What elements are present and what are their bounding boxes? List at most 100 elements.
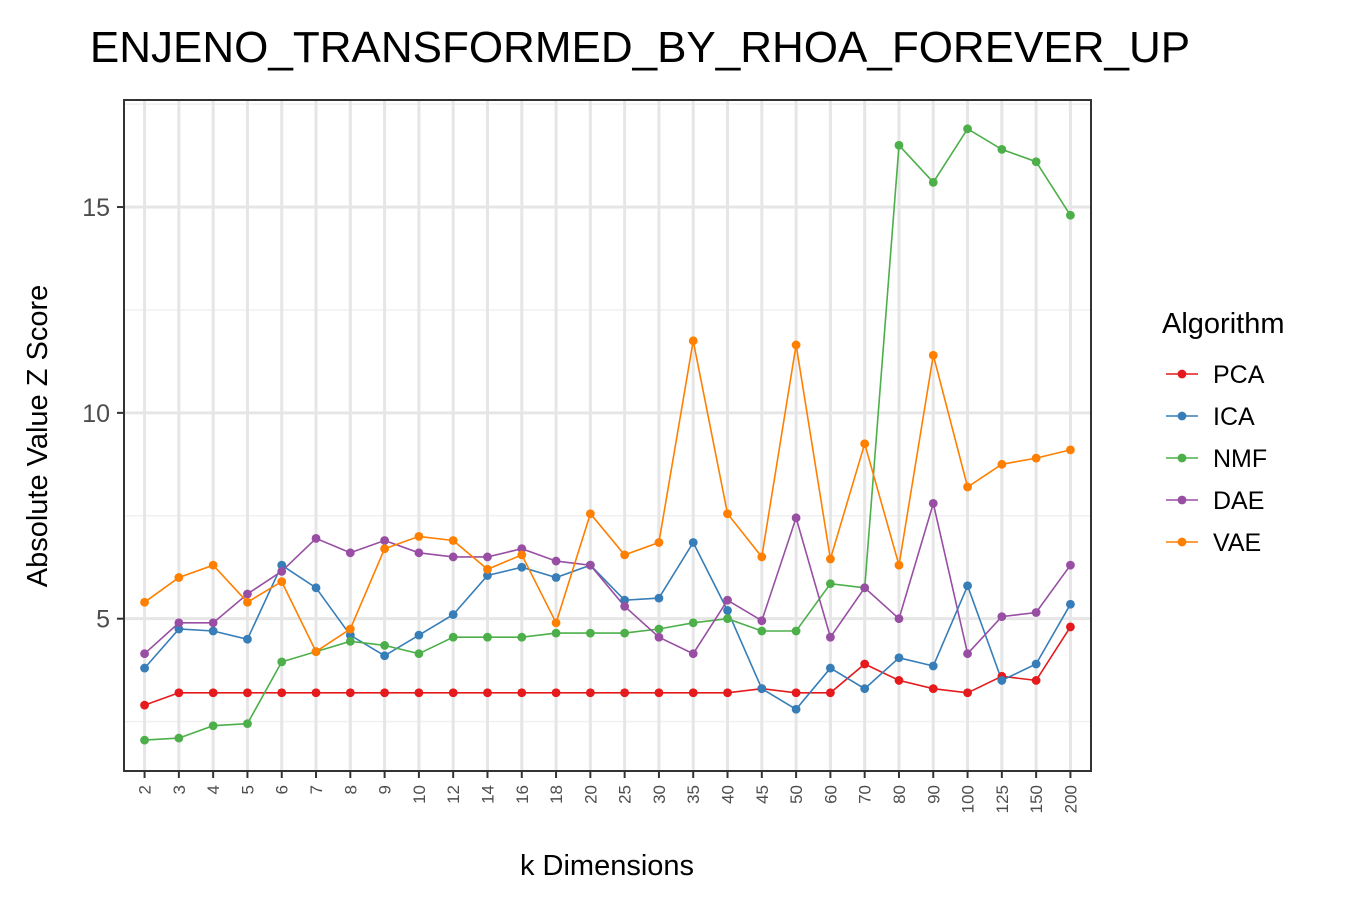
data-point-nmf — [1031, 157, 1041, 167]
data-point-ica — [997, 676, 1007, 685]
data-point-vae — [483, 564, 492, 574]
data-point-ica — [345, 630, 355, 640]
data-point-pca — [963, 688, 972, 698]
data-point-ica — [791, 704, 801, 714]
data-point-ica — [1031, 659, 1041, 669]
data-point-vae — [277, 577, 287, 587]
data-point-nmf — [551, 628, 561, 638]
data-point-dae — [757, 616, 767, 626]
data-point-vae — [654, 538, 664, 547]
x-tick-label: 2 — [136, 785, 155, 794]
data-point-pca — [517, 688, 527, 698]
data-point-dae — [311, 534, 321, 543]
data-point-vae — [517, 550, 527, 560]
data-point-pca — [791, 688, 801, 698]
data-point-ica — [517, 562, 527, 572]
y-axis: 5 10 15 — [82, 194, 124, 634]
legend: Algorithm PCA ICA NMF DAE VAE — [1162, 308, 1285, 557]
series-line-nmf — [144, 127, 1072, 741]
series-lines — [143, 127, 1072, 741]
x-tick-label: 60 — [821, 785, 840, 804]
data-point-ica — [483, 571, 492, 580]
data-point-ica — [140, 663, 149, 673]
legend-label-nmf: NMF — [1213, 445, 1267, 473]
data-point-nmf — [414, 649, 424, 659]
x-axis: 2 3 4 5 6 7 8 9 10 12 14 16 18 20 25 30 35 40 45 50 60 70 80 90… — [136, 771, 1080, 813]
legend-swatch-point-dae — [1177, 495, 1187, 505]
data-point-nmf — [448, 632, 458, 642]
x-tick-label: 12 — [444, 785, 463, 804]
data-point-pca — [723, 688, 732, 698]
data-point-vae — [688, 336, 698, 346]
data-point-vae — [414, 531, 424, 541]
data-point-ica — [688, 538, 698, 547]
data-point-ica — [311, 583, 321, 593]
data-point-nmf — [894, 140, 904, 150]
x-tick-label: 200 — [1061, 785, 1080, 813]
data-point-dae — [140, 649, 149, 659]
data-point-pca — [825, 688, 835, 698]
chart-title: ENJENO_TRANSFORMED_BY_RHOA_FOREVER_UP — [90, 23, 1190, 72]
data-point-nmf — [345, 636, 355, 646]
data-point-pca — [688, 688, 698, 698]
data-point-pca — [311, 688, 321, 698]
data-point-vae — [345, 624, 355, 634]
data-point-nmf — [243, 719, 252, 729]
x-tick-label: 80 — [890, 785, 909, 804]
x-tick-label: 90 — [924, 785, 943, 804]
data-point-nmf — [723, 614, 732, 624]
data-point-ica — [654, 593, 664, 603]
data-point-dae — [208, 618, 218, 628]
x-tick-label: 50 — [787, 785, 806, 804]
y-axis-label: Absolute Value Z Score — [22, 285, 54, 588]
data-point-vae — [963, 482, 972, 492]
data-point-pca — [345, 688, 355, 698]
data-point-ica — [757, 684, 767, 694]
data-point-nmf — [380, 641, 390, 650]
data-point-vae — [894, 560, 904, 570]
data-point-nmf — [517, 632, 527, 642]
data-point-vae — [997, 459, 1007, 469]
data-point-dae — [928, 499, 938, 508]
data-point-nmf — [140, 735, 149, 745]
data-point-nmf — [688, 618, 698, 628]
data-point-ica — [208, 626, 218, 636]
data-point-dae — [345, 548, 355, 558]
data-point-pca — [174, 688, 184, 698]
data-point-dae — [894, 614, 904, 624]
data-point-vae — [791, 340, 801, 350]
x-tick-label: 70 — [856, 785, 875, 804]
data-point-dae — [585, 560, 595, 570]
data-point-nmf — [997, 144, 1007, 154]
data-point-dae — [654, 632, 664, 642]
data-point-pca — [414, 688, 424, 698]
x-tick-label: 125 — [993, 785, 1012, 813]
data-point-pca — [140, 700, 149, 710]
gridlines — [124, 100, 1091, 771]
data-point-pca — [620, 688, 630, 698]
data-point-vae — [928, 350, 938, 360]
data-point-pca — [585, 688, 595, 698]
series-line-ica — [143, 540, 1072, 711]
data-point-dae — [997, 612, 1007, 622]
y-tick-label: 10 — [82, 400, 110, 428]
x-tick-label: 150 — [1027, 785, 1046, 813]
data-point-vae — [174, 573, 184, 582]
data-point-vae — [1031, 453, 1041, 463]
data-point-dae — [860, 583, 870, 593]
x-tick-label: 6 — [273, 785, 292, 794]
data-point-dae — [1031, 608, 1041, 617]
y-tick-label: 15 — [82, 194, 110, 222]
panel-frame — [123, 99, 1092, 772]
data-point-dae — [963, 649, 972, 659]
panel-border — [123, 99, 1092, 772]
x-tick-label: 16 — [513, 785, 532, 804]
data-point-pca — [483, 688, 492, 698]
data-point-vae — [551, 618, 561, 628]
data-point-dae — [688, 649, 698, 659]
data-point-vae — [723, 509, 732, 519]
data-point-dae — [277, 566, 287, 576]
data-point-ica — [243, 634, 252, 644]
data-point-dae — [791, 513, 801, 523]
x-tick-label: 100 — [959, 785, 978, 813]
